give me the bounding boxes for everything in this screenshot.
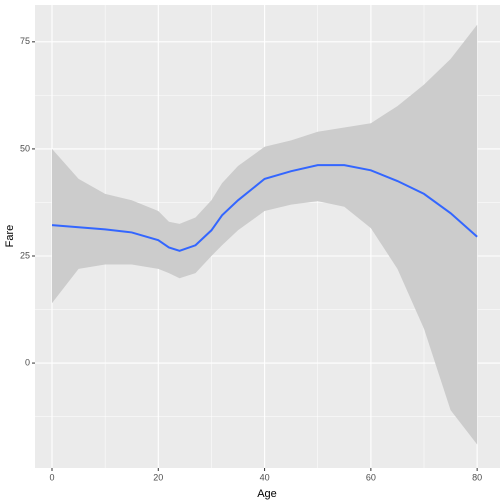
x-tick-label: 20 [153,472,163,482]
x-tick-label: 0 [49,472,54,482]
y-tick-label: 75 [20,36,30,46]
x-tick-label: 40 [260,472,270,482]
y-tick-label: 25 [20,250,30,260]
x-axis-title: Age [257,488,277,500]
smooth-line [51,164,478,252]
y-tick-label: 50 [20,143,30,153]
confidence-band [52,24,478,445]
x-tick-label: 60 [366,472,376,482]
y-axis-title: Fare [4,225,16,248]
x-tick-label: 80 [472,472,482,482]
y-tick-label: 0 [25,357,30,367]
